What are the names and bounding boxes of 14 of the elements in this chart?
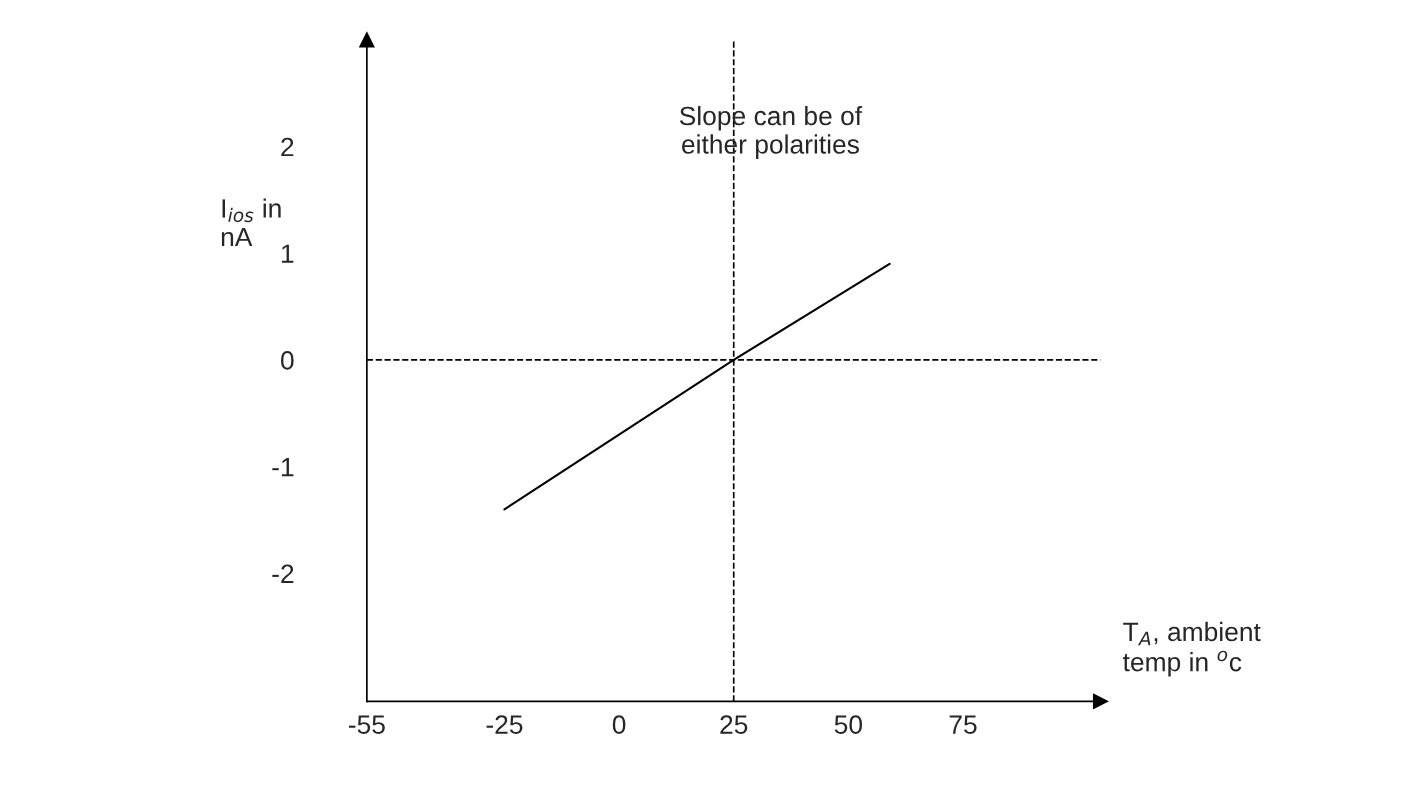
x-axis-title: T$_{A}$, ambient temp in $^{o}$c [1122,621,1261,677]
y-tick-label: 1 [281,244,294,263]
y-tick-label: 0 [280,351,294,370]
x-tick-label: 0 [612,715,626,734]
x-tick-label: 50 [834,715,863,734]
y-tick-label: 2 [281,137,294,157]
x-tick-label: 75 [949,715,977,734]
y-tick-label: -2 [272,564,294,583]
x-tick-label: 25 [720,715,748,734]
annotation: Slope can be of either polarities [679,105,863,159]
x-tick-label: -55 [348,715,385,734]
x-tick-label: -25 [486,715,523,734]
y-axis-title: I$_{ios}$ in nA [221,198,281,247]
y-tick-label: -1 [272,458,294,477]
